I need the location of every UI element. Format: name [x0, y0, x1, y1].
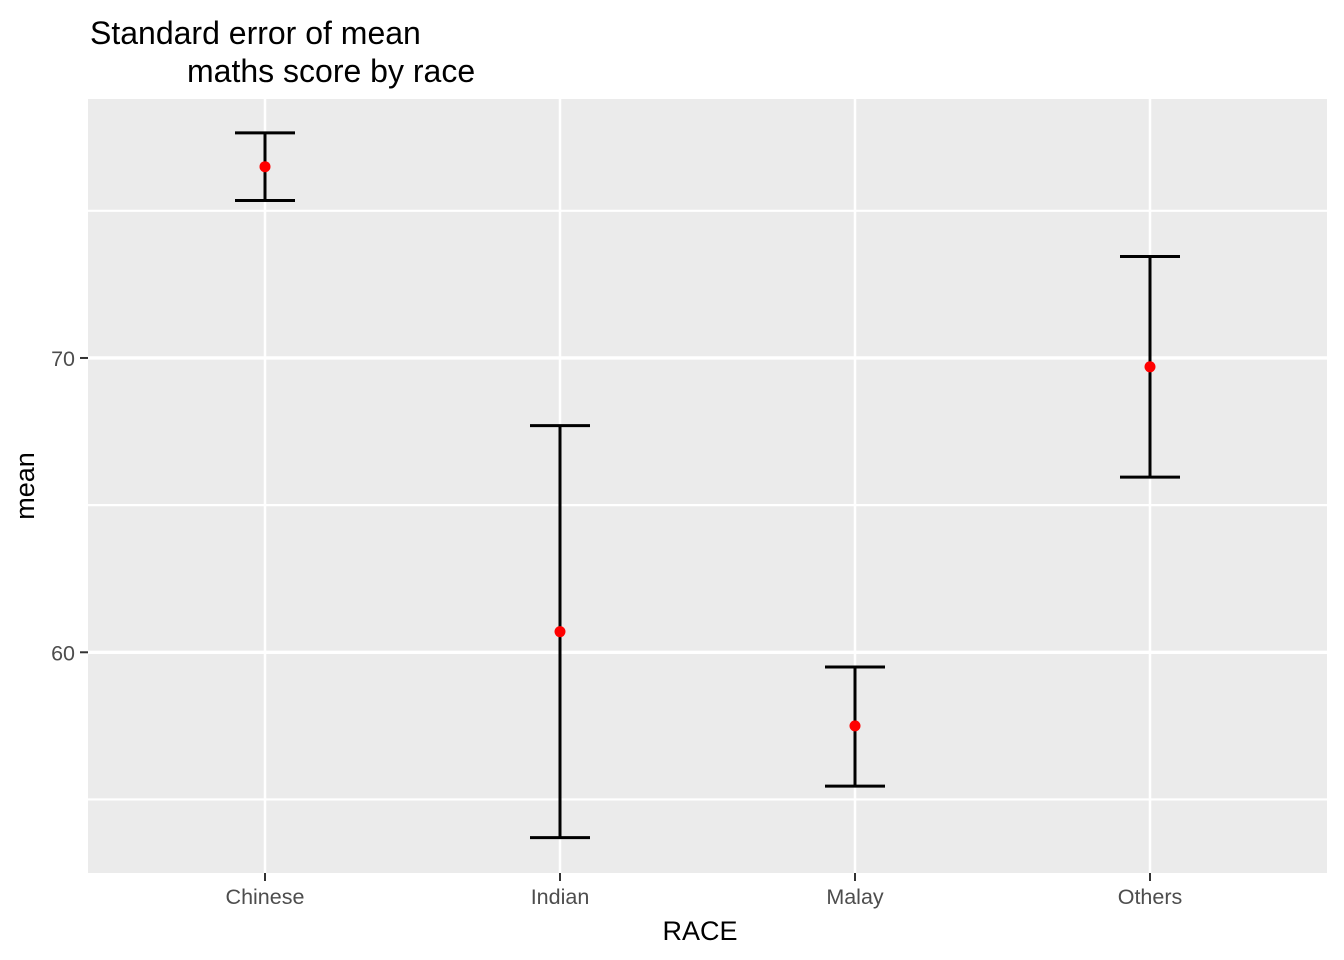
mean-point-indian — [554, 626, 566, 638]
x-axis-title: RACE — [662, 916, 737, 946]
mean-point-malay — [849, 720, 861, 732]
chart-generated-layer: 60 70 Chinese Indian Malay Others — [51, 99, 1327, 909]
y-axis-title: mean — [10, 452, 40, 520]
x-tick-label-chinese: Chinese — [226, 885, 305, 909]
x-tick-label-indian: Indian — [531, 885, 590, 909]
x-tick-label-malay: Malay — [826, 885, 884, 909]
mean-point-chinese — [259, 161, 271, 173]
plot-title-line2: maths score by race — [187, 53, 475, 89]
panel-background — [88, 99, 1327, 873]
mean-point-others — [1144, 361, 1156, 373]
plot-title-line1: Standard error of mean — [90, 15, 421, 51]
x-tick-label-others: Others — [1118, 885, 1183, 909]
y-tick-label-60: 60 — [51, 641, 75, 665]
y-tick-label-70: 70 — [51, 347, 75, 371]
